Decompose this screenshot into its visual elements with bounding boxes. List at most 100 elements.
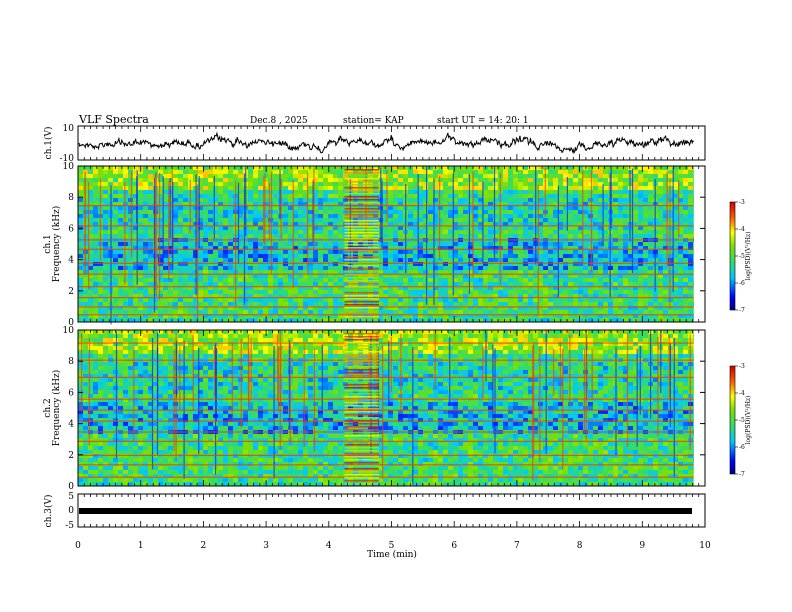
- spectrogram-cell: [333, 190, 338, 194]
- spectrogram-cell: [598, 298, 603, 302]
- spectrogram-cell: [298, 258, 303, 262]
- spectrogram-cell: [383, 286, 388, 290]
- spectrogram-cell: [468, 298, 473, 302]
- spectrogram-cell: [208, 290, 213, 294]
- spectrogram-cell: [538, 174, 543, 178]
- spectrogram-cell: [623, 222, 628, 226]
- spectrogram-cell: [598, 194, 603, 198]
- spectrogram-cell: [213, 202, 218, 206]
- spectrogram-cell: [238, 170, 243, 174]
- spectrogram-cell: [158, 218, 163, 222]
- spectrogram-cell: [353, 262, 358, 266]
- spectrogram-cell: [203, 290, 208, 294]
- spectrogram-cell: [528, 182, 533, 186]
- spectrogram-cell: [238, 186, 243, 190]
- spectrogram-cell: [228, 234, 233, 238]
- spectrogram-cell: [503, 186, 508, 190]
- spectrogram-cell: [398, 302, 403, 306]
- spectrogram-cell: [448, 306, 453, 310]
- spectrogram-cell: [538, 318, 543, 322]
- spectrogram-cell: [658, 254, 663, 258]
- spectrogram-cell: [208, 190, 213, 194]
- spectrogram-cell: [588, 182, 593, 186]
- spectrogram-cell: [388, 174, 393, 178]
- spectrogram-cell: [678, 306, 683, 310]
- spectrogram-cell: [328, 290, 333, 294]
- spectrogram-cell: [253, 314, 258, 318]
- spectrogram-cell: [338, 226, 343, 230]
- spectrogram-cell: [253, 170, 258, 174]
- spectrogram-cell: [223, 214, 228, 218]
- spectrogram-cell: [403, 178, 408, 182]
- spectrogram-cell: [653, 314, 658, 318]
- spectrogram-cell: [388, 298, 393, 302]
- spectrogram-cell: [433, 294, 438, 298]
- spectrogram-cell: [478, 262, 483, 266]
- spectrogram-cell: [508, 202, 513, 206]
- spectrogram-cell: [663, 170, 668, 174]
- spectrogram-cell: [678, 230, 683, 234]
- spectrogram-cell: [93, 302, 98, 306]
- spectrogram-cell: [468, 314, 473, 318]
- ch1-waveform-ylabel: ch.1(V): [43, 127, 54, 160]
- spectrogram-cell: [113, 174, 118, 178]
- spectrogram-cell: [413, 190, 418, 194]
- spectrogram-streak: [433, 178, 435, 305]
- spectrogram-cell: [413, 270, 418, 274]
- spectrogram-cell: [543, 258, 548, 262]
- spectrogram-cell: [263, 274, 268, 278]
- spectrogram-cell: [183, 318, 188, 322]
- spectrogram-cell: [463, 234, 468, 238]
- spectrogram-cell: [398, 178, 403, 182]
- spectrogram-cell: [363, 262, 368, 266]
- spectrogram-cell: [593, 202, 598, 206]
- spectrogram-cell: [113, 254, 118, 258]
- spectrogram-cell: [453, 242, 458, 246]
- spectrogram-cell: [633, 234, 638, 238]
- spectrogram-cell: [78, 286, 83, 290]
- spectrogram-cell: [558, 314, 563, 318]
- spectrogram-cell: [143, 234, 148, 238]
- spectrogram-cell: [503, 258, 508, 262]
- spectrogram-cell: [253, 194, 258, 198]
- spectrogram-cell: [528, 242, 533, 246]
- spectrogram-cell: [488, 174, 493, 178]
- spectrogram-cell: [248, 246, 253, 250]
- spectrogram-cell: [613, 278, 618, 282]
- spectrogram-cell: [473, 274, 478, 278]
- spectrogram-cell: [148, 182, 153, 186]
- spectrogram-cell: [418, 170, 423, 174]
- spectrogram-cell: [293, 298, 298, 302]
- spectrogram-cell: [388, 290, 393, 294]
- spectrogram-cell: [453, 266, 458, 270]
- spectrogram-cell: [598, 290, 603, 294]
- spectrogram-cell: [138, 310, 143, 314]
- spectrogram-cell: [643, 182, 648, 186]
- spectrogram-cell: [468, 246, 473, 250]
- spectrogram-cell: [113, 170, 118, 174]
- spectrogram-cell: [653, 166, 658, 170]
- spectrogram-streak: [678, 179, 680, 238]
- spectrogram-cell: [553, 194, 558, 198]
- spectrogram-cell: [133, 282, 138, 286]
- spectrogram-cell: [378, 314, 383, 318]
- spectrogram-cell: [693, 170, 694, 174]
- spectrogram-cell: [88, 270, 93, 274]
- spectrogram-cell: [148, 318, 153, 322]
- spectrogram-cell: [423, 178, 428, 182]
- spectrogram-cell: [113, 230, 118, 234]
- spectrogram-cell: [253, 250, 258, 254]
- spectrogram-cell: [573, 234, 578, 238]
- spectrogram-cell: [223, 262, 228, 266]
- spectrogram-cell: [478, 202, 483, 206]
- spectrogram-cell: [98, 270, 103, 274]
- spectrogram-cell: [568, 218, 573, 222]
- spectrogram-cell: [643, 306, 648, 310]
- spectrogram-cell: [123, 298, 128, 302]
- spectrogram-cell: [128, 166, 133, 170]
- spectrogram-cell: [443, 190, 448, 194]
- spectrogram-cell: [493, 266, 498, 270]
- spectrogram-cell: [528, 302, 533, 306]
- spectrogram-cell: [223, 306, 228, 310]
